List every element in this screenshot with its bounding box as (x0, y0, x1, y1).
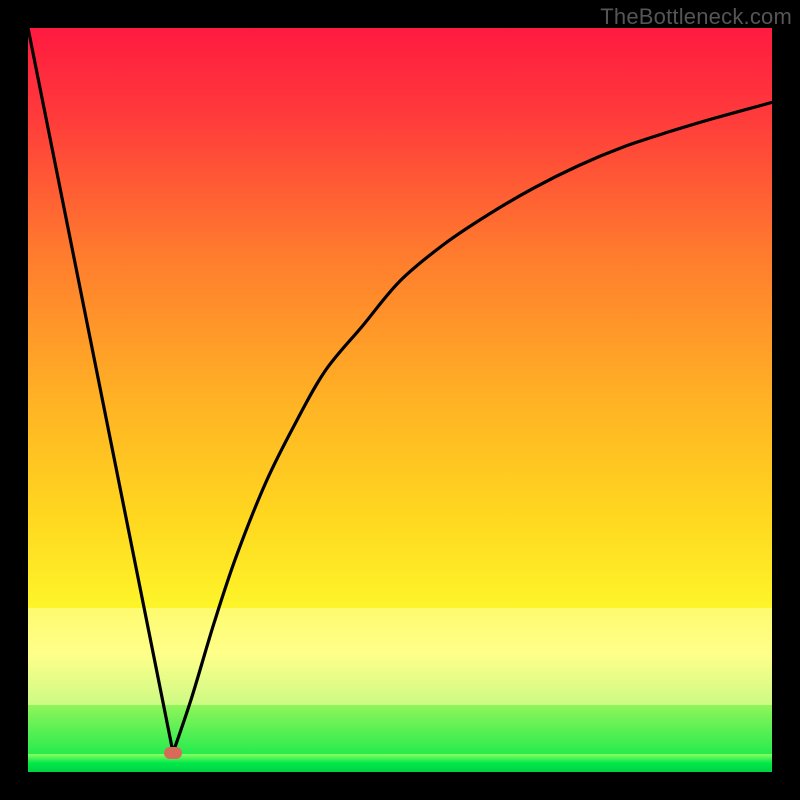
watermark-text: TheBottleneck.com (600, 4, 792, 30)
optimum-marker (164, 747, 182, 759)
plot-area (28, 28, 772, 772)
bottleneck-curve (28, 28, 772, 772)
chart-frame: TheBottleneck.com (0, 0, 800, 800)
